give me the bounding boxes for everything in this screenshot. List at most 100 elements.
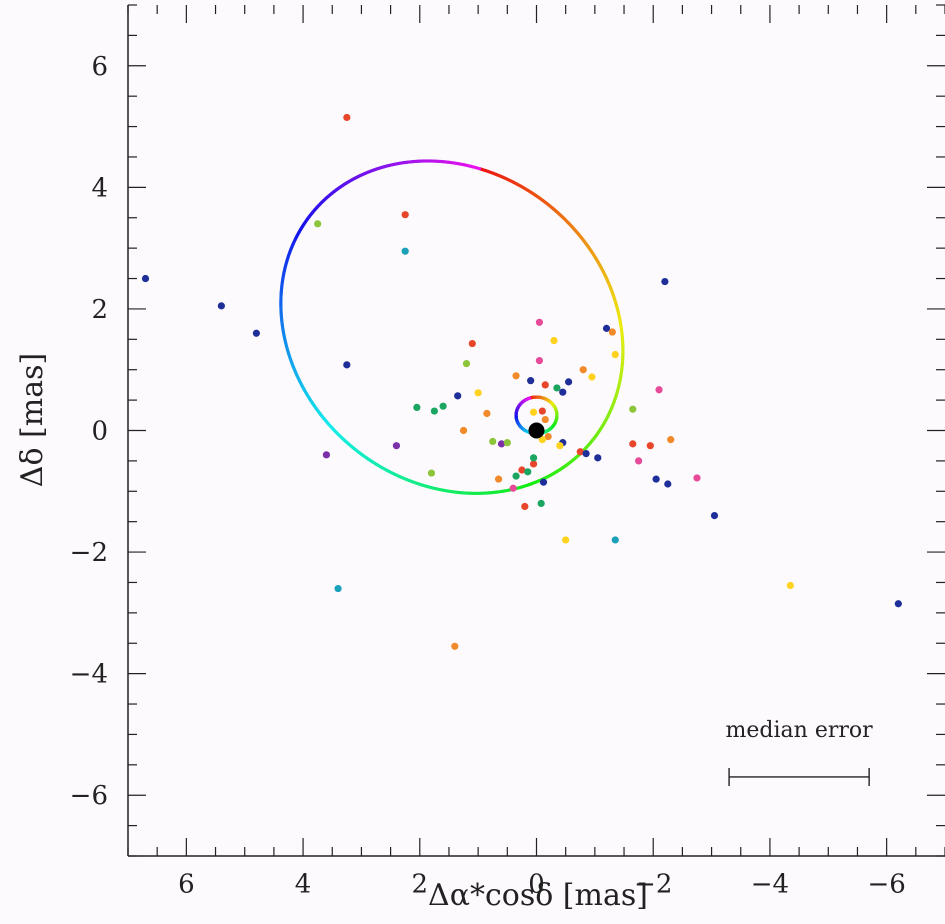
x-tick-label: −4 [751,869,789,899]
data-point [512,472,520,480]
data-point [252,329,260,337]
data-point [564,378,573,386]
data-point [343,113,351,122]
tick-labels: 6 4 2 0 −2 −4 −6 6 4 2 0 −2 −4 −6 [70,52,906,900]
data-point [664,480,672,488]
y-tick-label: 0 [91,417,108,447]
data-point [594,454,602,462]
data-point [535,318,544,326]
data-point [538,407,546,415]
data-point [427,469,436,477]
data-point [576,448,584,456]
data-point [539,478,548,486]
x-axis-label: Δα*cosδ [mas] [428,878,648,913]
data-point [451,642,459,650]
data-point [541,415,549,424]
data-point [524,468,532,476]
data-point [537,499,545,508]
orbit-curves [279,159,625,495]
tick-marks [127,4,945,857]
data-point [579,366,587,374]
data-point [529,408,538,416]
data-point [582,449,590,458]
data-point [635,457,643,465]
data-point [786,581,794,590]
data-point [141,274,150,283]
data-point [314,220,322,228]
center-marker [528,422,545,439]
data-point [494,475,503,483]
median-error-bar [728,767,870,786]
x-tick-label: −2 [634,869,672,899]
x-tick-label: 2 [412,869,429,899]
orbit-dot [527,396,532,400]
data-point [459,426,468,435]
y-axis-label: Δδ [mas] [15,353,50,487]
data-point [454,392,462,400]
data-point [527,377,535,385]
data-point [611,536,619,544]
data-point [894,600,902,608]
data-point [497,440,506,448]
data-point [535,356,544,365]
y-tick-label: −4 [70,660,108,690]
data-point [544,432,552,441]
data-point [652,475,660,483]
data-point [556,442,564,450]
data-point [509,484,517,492]
data-point [602,324,611,332]
data-points [141,113,902,650]
y-tick-label: 6 [91,52,108,82]
data-point [392,442,401,450]
data-point [629,405,637,413]
data-point [322,451,331,459]
data-point [430,407,438,415]
data-point [550,336,558,345]
data-point [343,361,351,369]
data-point [611,350,619,359]
data-point [521,502,529,511]
data-point [629,440,637,448]
data-point [538,436,546,444]
data-point [529,454,538,462]
orbit-dot [477,167,482,171]
data-point [474,389,482,397]
data-point [439,402,447,410]
data-point [541,381,549,389]
data-point [462,360,471,368]
x-tick-label: 6 [178,869,195,899]
data-point [710,511,719,520]
data-point [401,247,409,255]
data-point [217,302,225,310]
data-point [489,437,497,446]
data-point [468,339,476,348]
data-point [655,386,663,394]
median-error-annotation: median error [726,718,874,786]
data-point [413,403,421,412]
data-point [588,373,596,381]
data-point [553,384,561,392]
data-point [559,388,567,396]
data-point [529,460,538,468]
x-tick-label: −6 [867,869,905,899]
data-point [608,328,616,336]
data-point [483,409,491,418]
y-tick-label: −2 [70,538,108,568]
orbit-1 [279,159,625,495]
y-tick-label: 2 [91,295,108,325]
data-point [334,584,342,593]
y-tick-label: 4 [91,173,108,203]
data-point [518,466,526,474]
data-point [661,277,669,286]
x-tick-label: 0 [528,869,545,899]
x-tick-label: 4 [295,869,312,899]
data-point [401,211,409,219]
data-point [503,439,511,447]
y-tick-label: −6 [70,781,108,811]
data-point [512,372,520,380]
data-point [667,436,675,444]
data-point [693,474,701,482]
median-error-label: median error [726,718,874,743]
